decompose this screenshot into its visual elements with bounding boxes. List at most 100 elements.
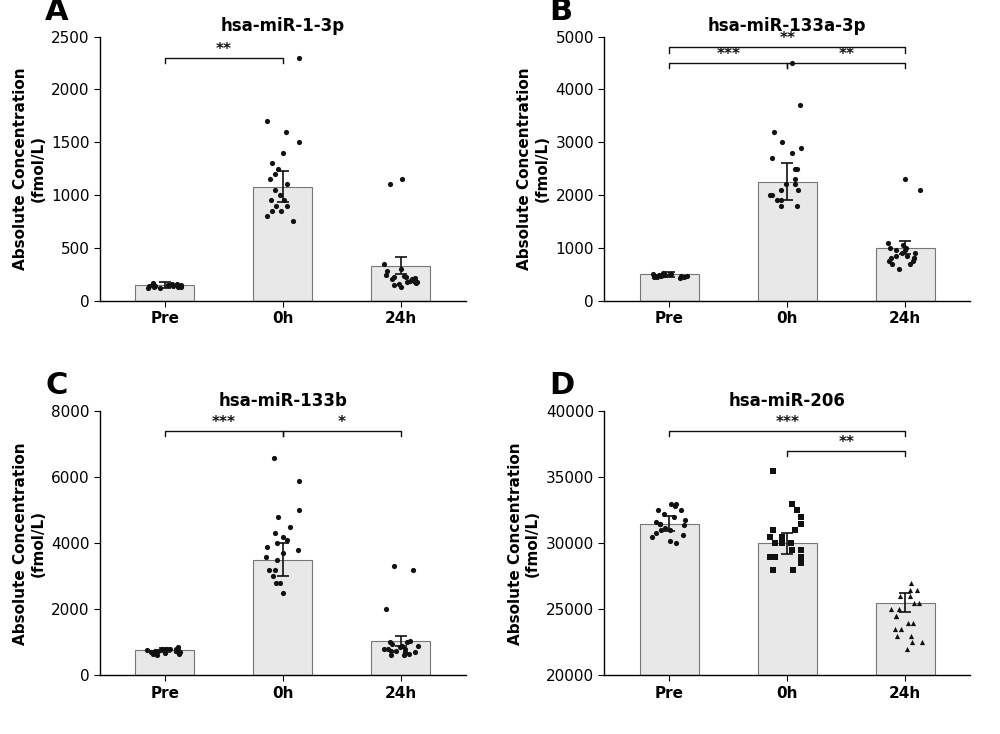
Point [902,258,918,269]
Text: *: * [338,415,346,430]
Point [270,511,286,523]
Point [912,184,928,196]
Point [906,597,922,608]
Point [276,195,292,206]
Point [880,236,896,248]
Point [773,184,789,196]
Point [793,511,809,523]
Point [164,277,180,289]
Point [162,643,178,655]
Point [903,577,919,589]
Point [408,277,424,288]
Point [767,550,783,562]
Point [766,126,782,137]
Point [380,643,396,655]
Point [386,561,402,573]
Point [147,645,163,657]
Point [272,189,288,201]
Point [902,590,918,602]
Point [789,200,805,211]
Point [653,270,669,282]
Point [291,52,307,64]
Point [889,630,905,642]
Point [672,272,688,284]
Point [888,610,904,622]
Point [382,636,398,648]
Point [784,147,800,159]
Point [785,564,801,575]
Point [171,647,187,658]
Y-axis label: Absolute Concentration
(fmol/L): Absolute Concentration (fmol/L) [508,442,540,644]
Point [654,269,670,281]
Point [173,281,189,293]
Bar [876,248,935,301]
Point [393,263,409,275]
Point [275,147,291,159]
Point [900,617,916,628]
Point [279,534,295,546]
Point [264,205,280,217]
Point [376,643,392,655]
Point [662,535,678,547]
Bar [135,285,194,301]
Point [267,168,283,180]
Bar [253,186,312,301]
Point [264,158,280,170]
Point [774,537,790,549]
Point [143,646,159,658]
Point [258,550,274,562]
Point [662,524,678,536]
Bar [640,275,699,301]
Point [383,644,399,656]
Point [160,279,176,291]
Point [897,173,913,185]
Point [774,137,790,148]
Point [663,269,679,280]
Point [386,279,402,291]
Point [170,642,186,653]
Bar [758,182,817,301]
Point [883,603,899,615]
Point [270,163,286,175]
Bar [371,641,430,675]
Point [651,269,667,281]
Point [787,524,803,536]
Point [378,269,394,281]
Point [767,537,783,549]
Point [656,268,672,280]
Point [384,274,400,286]
Point [907,247,923,259]
Point [892,590,908,602]
Point [291,475,307,487]
Point [645,269,661,280]
Point [679,270,695,282]
Point [899,250,915,261]
Text: C: C [45,371,67,400]
Point [383,650,399,661]
Point [154,643,170,655]
Point [762,189,778,201]
Point [787,163,803,175]
Point [784,498,800,509]
Point [149,650,165,661]
Point [653,524,669,536]
Point [384,638,400,650]
Point [269,554,285,566]
Point [764,152,780,164]
Point [275,587,291,599]
Point [140,282,156,294]
Point [676,271,692,283]
Point [407,276,423,288]
Point [905,255,921,267]
Bar [135,650,194,675]
Point [402,275,418,286]
Text: ***: *** [212,415,236,430]
Point [170,281,186,293]
Point [655,267,671,279]
Point [145,648,161,660]
Point [259,115,275,127]
Point [275,531,291,542]
Point [279,178,295,190]
Point [778,178,794,190]
Text: ***: *** [775,415,799,430]
